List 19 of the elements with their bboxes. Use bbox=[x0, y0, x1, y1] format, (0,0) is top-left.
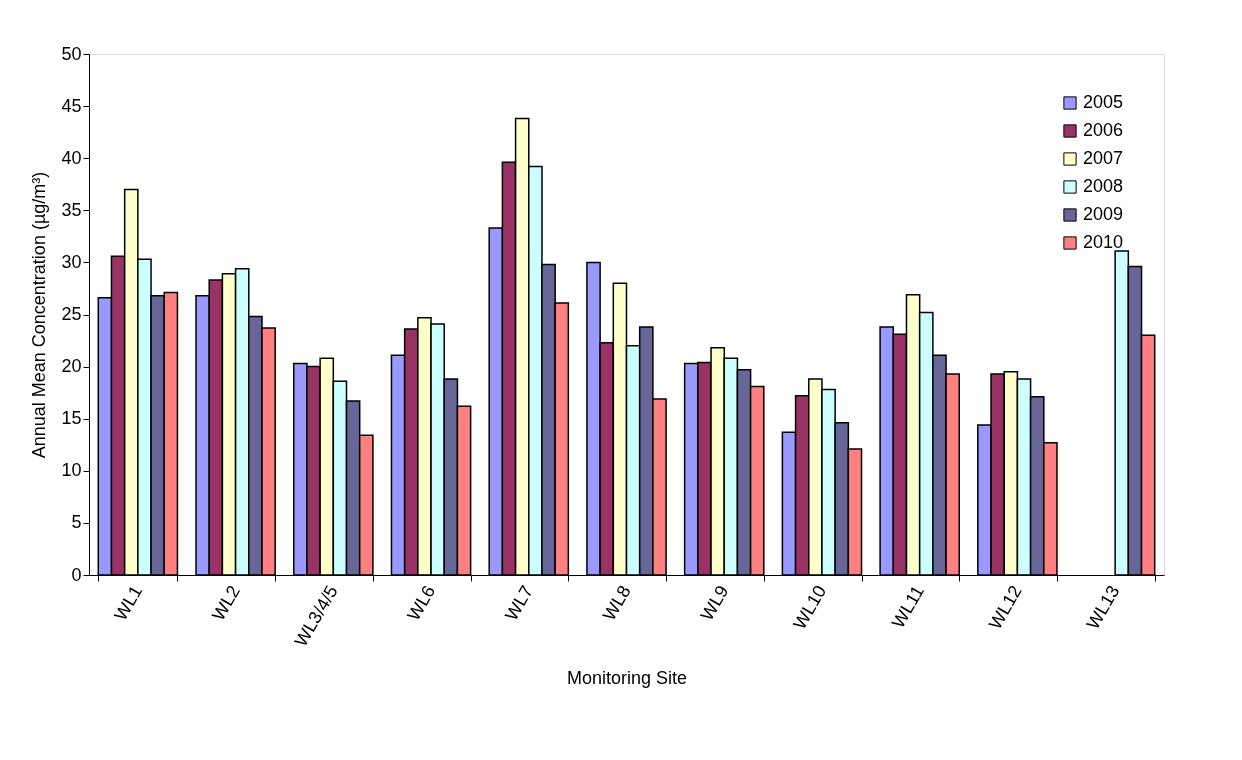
legend-label: 2008 bbox=[1083, 176, 1124, 196]
y-tick-label: 30 bbox=[61, 251, 82, 272]
y-axis-title: Annual Mean Concentration (µg/m³) bbox=[29, 171, 50, 459]
y-tick-label: 25 bbox=[61, 304, 82, 324]
legend-label: 2007 bbox=[1083, 148, 1124, 168]
x-axis-title: Monitoring Site bbox=[566, 668, 688, 689]
y-tick-label: 0 bbox=[71, 564, 82, 585]
y-tick-label: 50 bbox=[61, 43, 82, 64]
y-tick-label: 40 bbox=[61, 147, 82, 168]
legend-label: 2006 bbox=[1083, 120, 1124, 140]
y-tick-label: 35 bbox=[61, 199, 82, 220]
y-tick-label: 15 bbox=[61, 408, 82, 429]
y-tick-label: 5 bbox=[71, 512, 82, 533]
legend-label: 2009 bbox=[1083, 204, 1124, 224]
y-tick-label: 45 bbox=[61, 95, 82, 116]
legend-label: 2010 bbox=[1083, 232, 1124, 252]
legend-label: 2005 bbox=[1083, 92, 1124, 112]
y-tick-label: 10 bbox=[61, 460, 82, 481]
y-tick-label: 20 bbox=[61, 356, 82, 377]
